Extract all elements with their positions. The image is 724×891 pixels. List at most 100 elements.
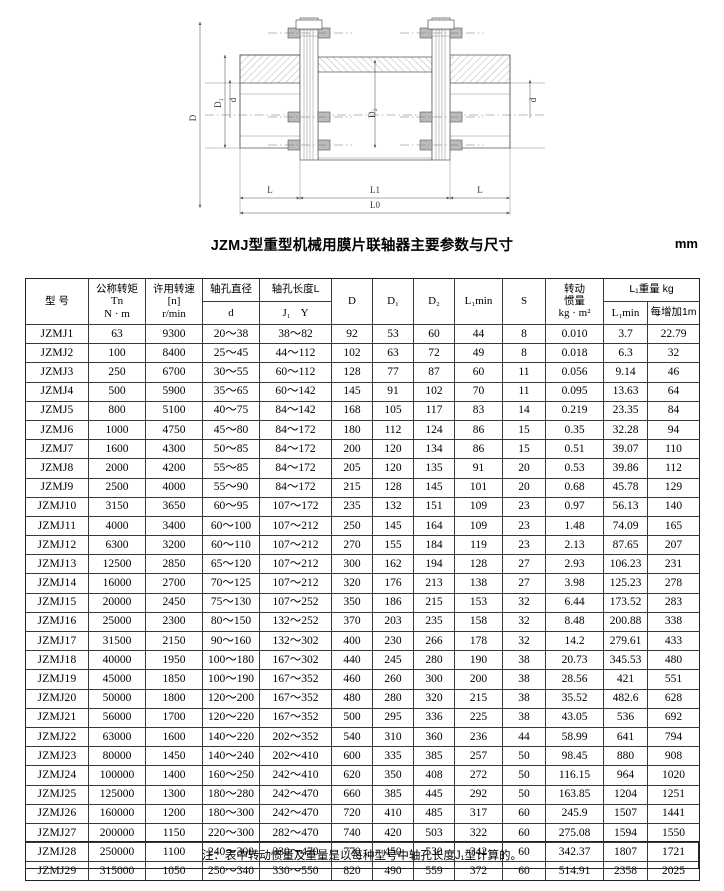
cell-model: JZMJ17 xyxy=(25,630,89,652)
cell-D2: 87 xyxy=(413,362,455,383)
cell-weight-l1min: 536 xyxy=(603,707,648,728)
cell-L1min: 236 xyxy=(454,726,503,748)
cell-L1min: 60 xyxy=(454,362,503,383)
cell-model: JZMJ23 xyxy=(25,746,89,767)
cell-L1min: 322 xyxy=(454,822,503,844)
cell-weight-l1min: 87.65 xyxy=(603,535,648,556)
cell-nominal-torque: 4000 xyxy=(88,515,146,537)
cell-nominal-torque: 100 xyxy=(88,343,146,364)
cell-nominal-torque: 25000 xyxy=(88,611,146,633)
table-header-row-1: 型 号 公称转矩 Tn N · m 许用转速 [n] r/min xyxy=(25,278,701,325)
cell-model: JZMJ18 xyxy=(25,650,89,671)
cell-weight-l1min: 1594 xyxy=(603,822,648,844)
dim-d-right: d xyxy=(528,79,538,118)
cell-S: 38 xyxy=(502,650,546,671)
cell-D: 600 xyxy=(331,746,373,767)
table-row: JZMJ7 1600 4300 50～85 84～172 200 120 134 86 15 0.5… xyxy=(25,439,701,460)
lower-bolts-right xyxy=(400,111,484,151)
cell-model: JZMJ8 xyxy=(25,458,89,479)
cell-bore-length: 107～252 xyxy=(259,592,332,613)
cell-weight-l1min: 39.86 xyxy=(603,458,648,479)
cell-L1min: 153 xyxy=(454,592,503,613)
cell-bore-length: 202～410 xyxy=(259,746,332,767)
cell-bore-diameter: 240～300 xyxy=(202,842,260,863)
table-header-row-3: d J₁ Y xyxy=(26,301,700,325)
cell-D: 400 xyxy=(331,630,373,652)
header-L1min: L₁min xyxy=(454,278,503,325)
cell-D1: 132 xyxy=(372,496,414,517)
cell-D2: 503 xyxy=(413,822,455,844)
cell-allowable-speed: 5900 xyxy=(145,381,203,402)
cell-nominal-torque: 50000 xyxy=(88,688,146,709)
cell-S: 27 xyxy=(502,573,546,594)
cell-model: JZMJ22 xyxy=(25,726,89,748)
cell-allowable-speed: 1850 xyxy=(145,669,203,690)
cell-L1min: 119 xyxy=(454,535,503,556)
table-row: JZMJ13 12500 2850 65～120 107～212 300 162 194 128… xyxy=(25,554,701,575)
cell-D2: 134 xyxy=(413,439,455,460)
cell-S: 60 xyxy=(502,861,546,882)
header-bore-length-y: Y xyxy=(300,306,309,319)
cell-allowable-speed: 1950 xyxy=(145,650,203,671)
cell-weight-per-meter: 207 xyxy=(646,535,701,556)
cell-weight-per-meter: 129 xyxy=(646,477,701,498)
cell-weight-per-meter: 338 xyxy=(646,611,701,633)
cell-bore-diameter: 140～220 xyxy=(202,726,260,748)
cell-L1min: 158 xyxy=(454,611,503,633)
cell-weight-per-meter: 110 xyxy=(646,439,701,460)
cell-bore-diameter: 120～220 xyxy=(202,707,260,728)
cell-L1min: 317 xyxy=(454,803,503,824)
cell-S: 20 xyxy=(502,458,546,479)
cell-bore-diameter: 70～125 xyxy=(202,573,260,594)
dim-label-D1: D₁ xyxy=(213,98,223,108)
cell-weight-l1min: 173.52 xyxy=(603,592,648,613)
cell-S: 15 xyxy=(502,419,546,441)
unit-label: mm xyxy=(674,236,698,251)
header-model: 型 号 xyxy=(25,278,89,325)
cell-inertia: 163.85 xyxy=(545,784,604,805)
header-S: S xyxy=(502,278,546,325)
coupling-assembly-svg: D D₁ d D₂ d L xyxy=(188,17,545,215)
cell-D2: 235 xyxy=(413,611,455,633)
cell-D1: 120 xyxy=(372,439,414,460)
header-speed-l2: [n] xyxy=(167,294,181,307)
cell-allowable-speed: 4200 xyxy=(145,458,203,479)
cell-bore-length: 107～212 xyxy=(259,515,332,537)
cell-L1min: 292 xyxy=(454,784,503,805)
cell-nominal-torque: 12500 xyxy=(88,554,146,575)
cell-D: 92 xyxy=(331,323,373,345)
cell-D1: 162 xyxy=(372,554,414,575)
page-title: JZMJ型重型机械用膜片联轴器主要参数与尺寸 xyxy=(210,238,514,254)
cell-bore-diameter: 45～80 xyxy=(202,419,260,441)
cell-D: 205 xyxy=(331,458,373,479)
cell-weight-l1min: 1507 xyxy=(603,803,648,824)
cell-L1min: 109 xyxy=(454,515,503,537)
cell-D: 540 xyxy=(331,726,373,748)
cell-D2: 215 xyxy=(413,592,455,613)
cell-model: JZMJ27 xyxy=(25,822,89,844)
cell-D2: 194 xyxy=(413,554,455,575)
cell-model: JZMJ25 xyxy=(25,784,89,805)
header-weight-group-label: L₁重量 kg xyxy=(629,283,674,296)
cell-D2: 213 xyxy=(413,573,455,594)
table-row: JZMJ26 160000 1200 180～300 242～470 720 410 485 3… xyxy=(25,803,701,824)
cell-model: JZMJ20 xyxy=(25,688,89,709)
cell-bore-diameter: 180～300 xyxy=(202,803,260,824)
cell-D2: 360 xyxy=(413,726,455,748)
cell-weight-l1min: 13.63 xyxy=(603,381,648,402)
cell-weight-per-meter: 278 xyxy=(646,573,701,594)
table-row: JZMJ28 250000 1100 240～300 330～470 770 450 530 3… xyxy=(25,842,701,863)
cell-weight-per-meter: 1721 xyxy=(646,842,701,863)
cell-allowable-speed: 9300 xyxy=(145,323,203,345)
cell-weight-l1min: 74.09 xyxy=(603,515,648,537)
header-D2: D₂ xyxy=(413,278,455,325)
cell-inertia: 1.48 xyxy=(545,515,604,537)
cell-bore-length: 202～352 xyxy=(259,726,332,748)
cell-bore-diameter: 60～110 xyxy=(202,535,260,556)
cell-D1: 385 xyxy=(372,784,414,805)
note-box: 注：表中转动惯量及重量是以每种型号中轴孔长度J₁型计算的。 xyxy=(25,841,699,869)
cell-weight-per-meter: 1020 xyxy=(646,765,701,786)
cell-inertia: 43.05 xyxy=(545,707,604,728)
cell-allowable-speed: 2700 xyxy=(145,573,203,594)
cell-allowable-speed: 1150 xyxy=(145,822,203,844)
